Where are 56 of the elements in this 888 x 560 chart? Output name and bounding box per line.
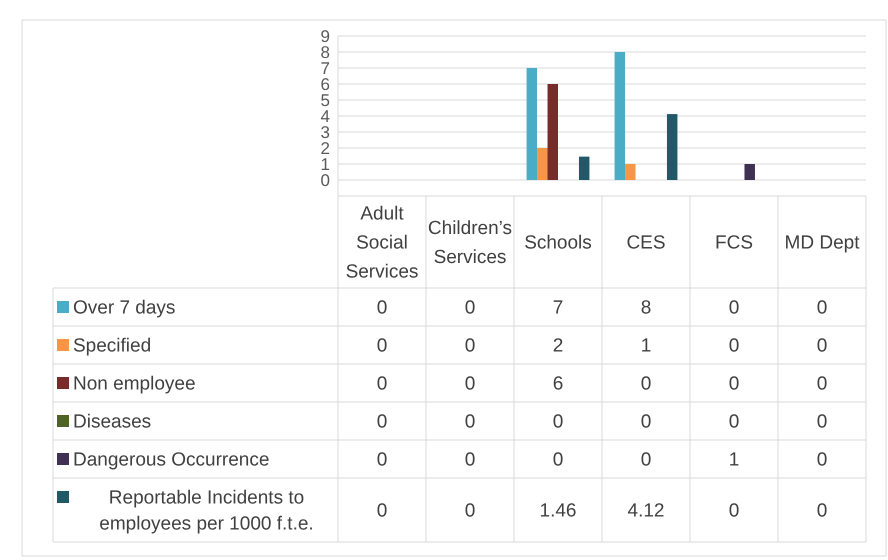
data-label: 0 — [640, 374, 652, 395]
bar — [537, 148, 548, 180]
data-label: 0 — [728, 298, 740, 319]
legend-label: Non employee — [73, 374, 196, 395]
legend-label: Specified — [73, 336, 152, 357]
legend-label: Reportable Incidents to employees per 1000 f.t.e. — [99, 488, 314, 535]
data-label: 0 — [376, 336, 388, 357]
legend-label: Over 7 days — [73, 298, 176, 319]
data-label: 0 — [552, 450, 564, 471]
data-label: 0 — [816, 298, 828, 319]
x-tick-label: MD Dept — [784, 232, 860, 254]
data-label: 0 — [728, 336, 740, 357]
data-label: 2 — [552, 336, 564, 357]
data-label: 0 — [552, 412, 564, 433]
bar — [526, 68, 538, 180]
data-label: 0 — [464, 374, 476, 395]
x-tick-label: FCS — [715, 232, 753, 254]
data-label: 0 — [376, 450, 388, 471]
data-label: 0 — [464, 336, 476, 357]
data-label: 0 — [376, 374, 388, 395]
data-label: 0 — [464, 500, 476, 522]
data-label: 0 — [376, 298, 388, 319]
data-label: 1 — [640, 336, 652, 357]
legend-label: Diseases — [73, 412, 152, 433]
bar — [614, 52, 626, 180]
bar — [744, 164, 755, 180]
data-label: 0 — [640, 412, 652, 433]
data-label: 6 — [552, 374, 564, 395]
data-label: 0 — [728, 374, 740, 395]
bar — [548, 84, 558, 180]
data-label: 0 — [640, 450, 652, 471]
x-tick-label: Schools — [524, 232, 592, 254]
data-label: 1 — [728, 450, 740, 471]
data-label: 1.46 — [540, 500, 576, 522]
data-label: 0 — [816, 412, 828, 433]
data-label: 0 — [816, 374, 828, 395]
data-label: 8 — [640, 298, 652, 319]
data-label: 0 — [816, 336, 828, 357]
bar — [666, 114, 678, 180]
data-label: 0 — [464, 450, 476, 471]
data-label: 0 — [728, 500, 740, 522]
x-tick-label: Children’s Services — [428, 218, 512, 268]
data-label: 0 — [464, 298, 476, 319]
x-tick-label: Adult Social Services — [346, 204, 418, 283]
data-label: 0 — [376, 500, 388, 522]
data-label: 0 — [464, 412, 476, 433]
data-label: 4.12 — [628, 500, 664, 522]
data-label: 0 — [728, 412, 740, 433]
data-label: 0 — [816, 500, 828, 522]
bar — [625, 164, 636, 180]
legend-label: Dangerous Occurrence — [73, 450, 270, 471]
x-tick-label: CES — [626, 232, 666, 254]
data-label: 7 — [552, 298, 564, 319]
data-label: 0 — [816, 450, 828, 471]
bar — [578, 156, 590, 180]
data-label: 0 — [376, 412, 388, 433]
